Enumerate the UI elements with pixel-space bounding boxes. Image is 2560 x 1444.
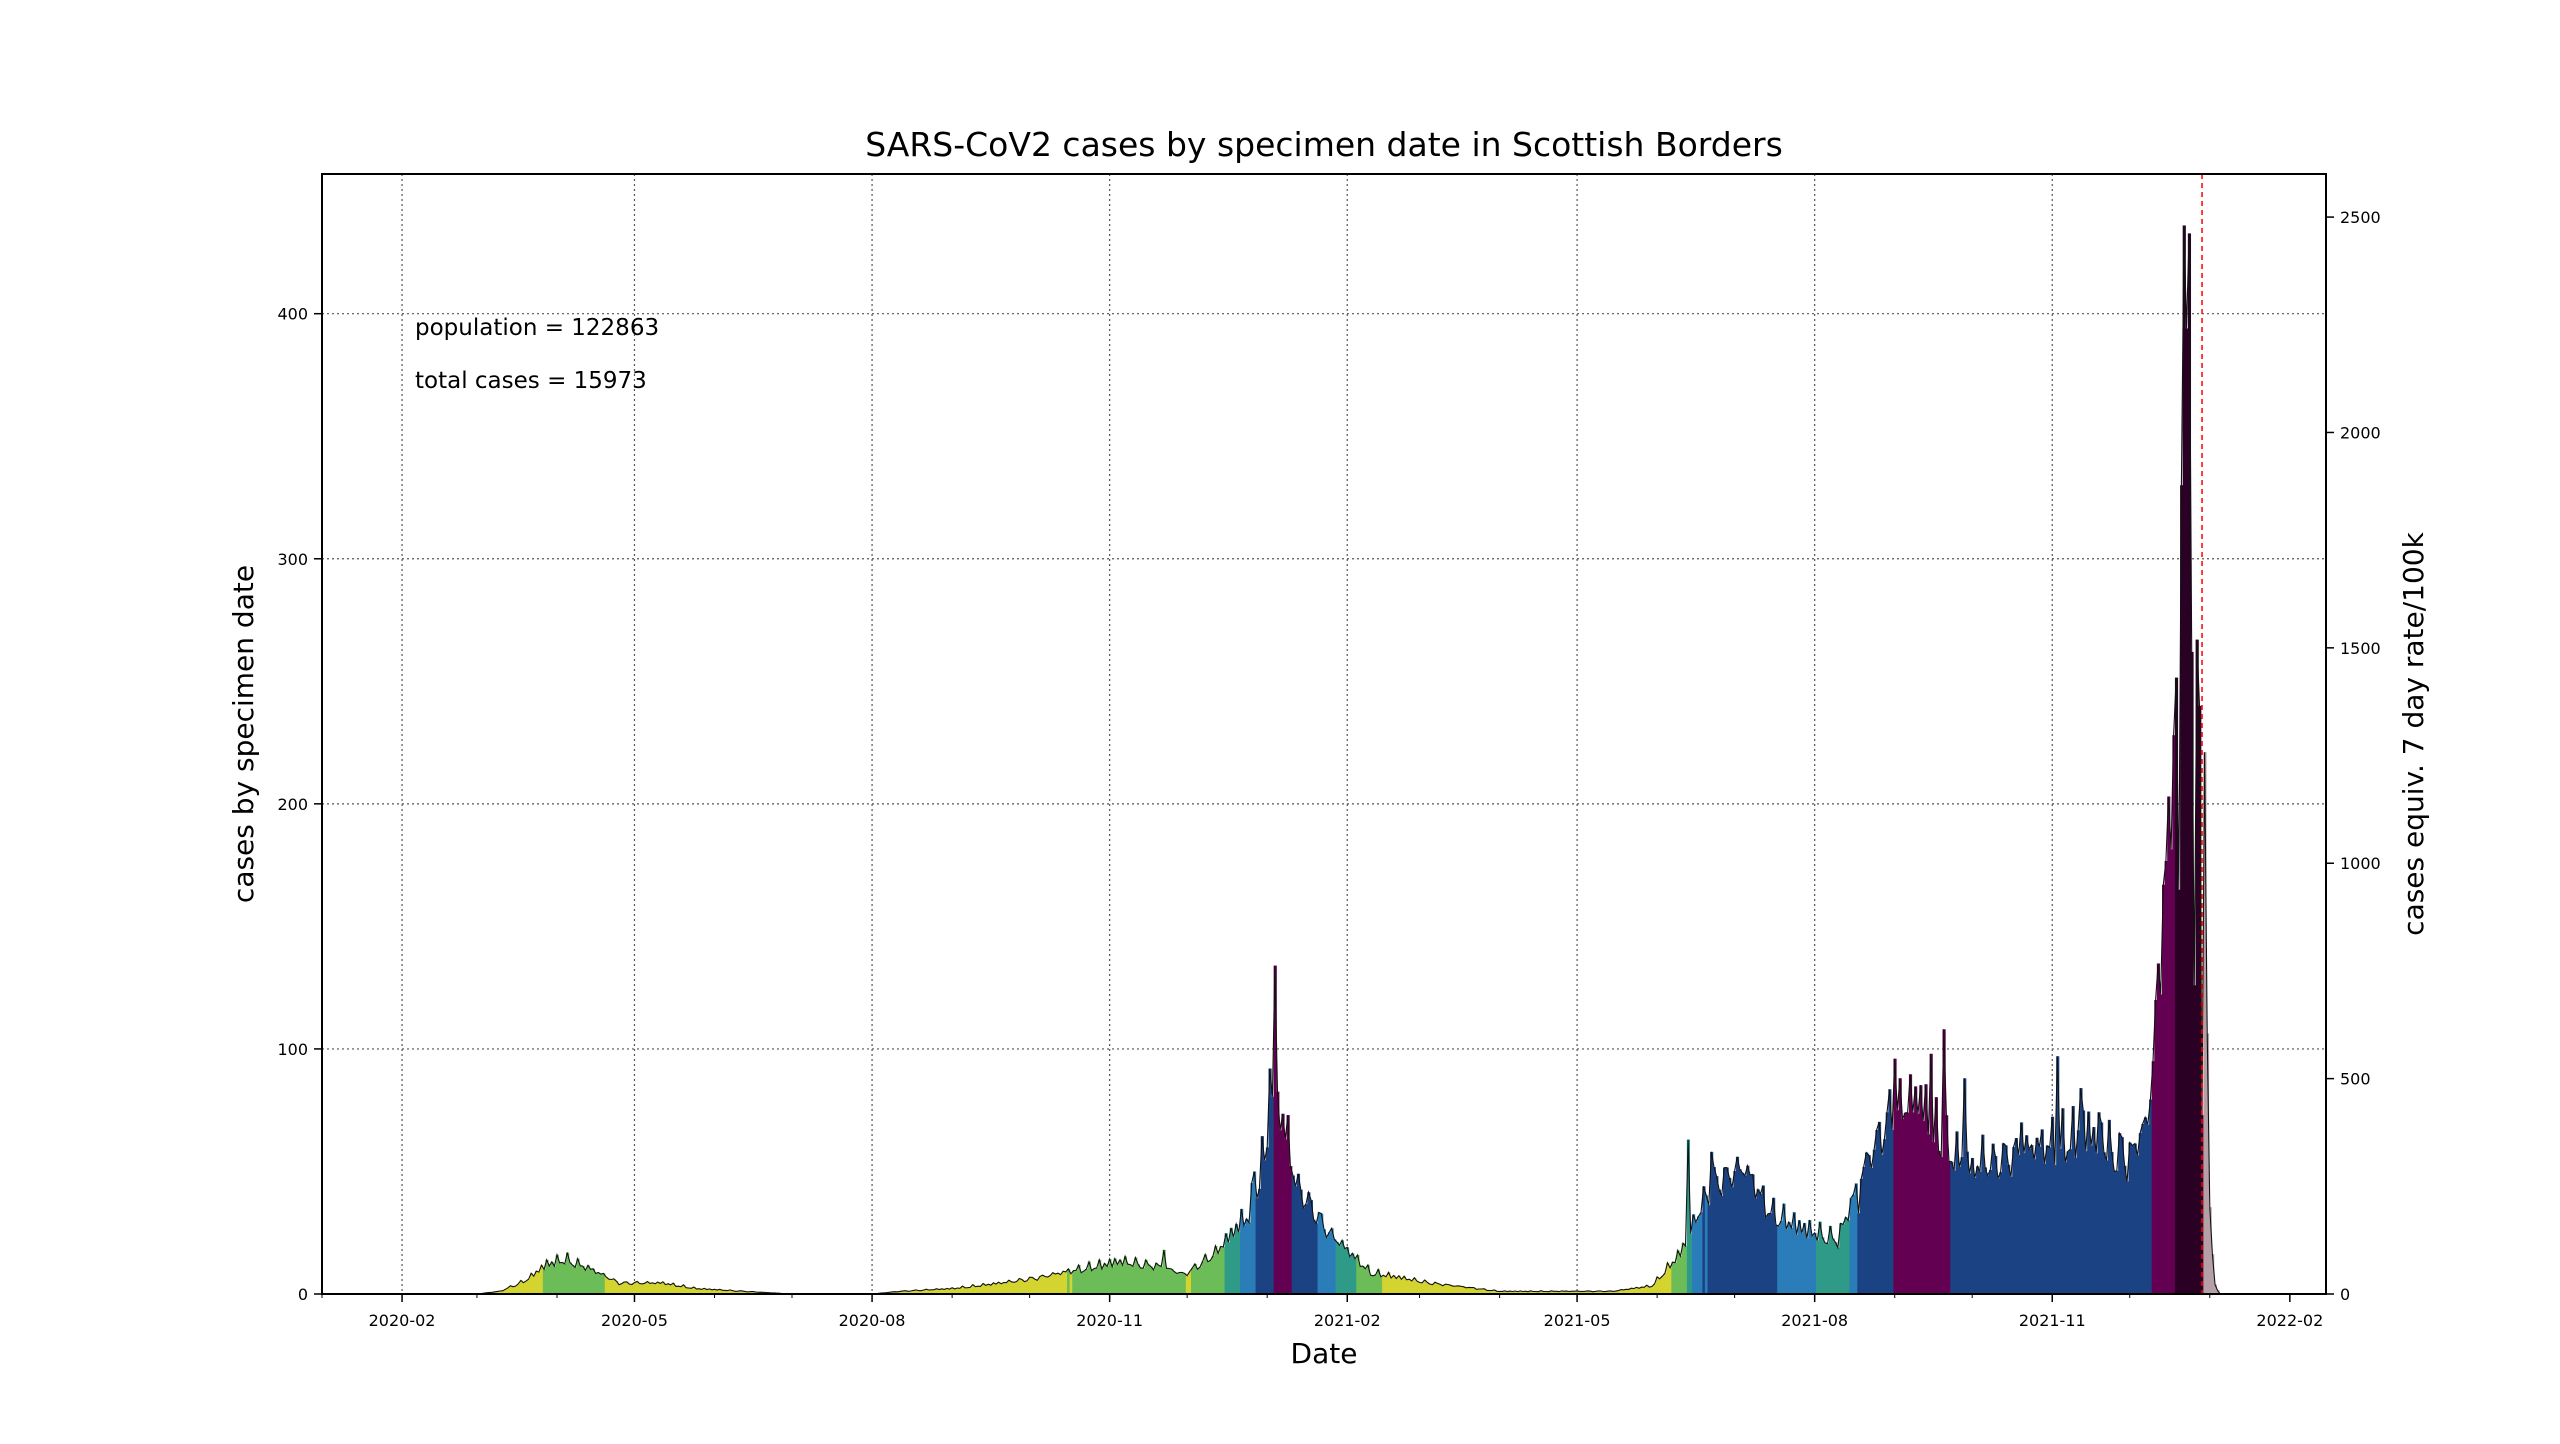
y-tick-label: 100 — [277, 1040, 308, 1059]
y-right-tick-label: 2000 — [2340, 423, 2381, 442]
x-tick-label: 2021-11 — [2019, 1311, 2086, 1330]
x-tick-label: 2021-08 — [1781, 1311, 1848, 1330]
y-right-tick-label: 1500 — [2340, 639, 2381, 658]
grid-layer — [322, 174, 2326, 1294]
x-tick-label: 2020-08 — [839, 1311, 906, 1330]
y-axis-label-right: cases equiv. 7 day rate/100k — [2397, 531, 2430, 935]
y-right-tick-label: 0 — [2340, 1285, 2350, 1304]
y-right-tick-label: 2500 — [2340, 208, 2381, 227]
y-axis-label: cases by specimen date — [227, 565, 260, 903]
y-right-tick-label: 1000 — [2340, 854, 2381, 873]
x-tick-label: 2022-02 — [2256, 1311, 2323, 1330]
total-cases-annotation: total cases = 15973 — [415, 368, 647, 394]
population-annotation: population = 122863 — [415, 315, 659, 341]
chart-title: SARS-CoV2 cases by specimen date in Scot… — [865, 125, 1783, 164]
x-tick-label: 2021-02 — [1314, 1311, 1381, 1330]
x-tick-label: 2020-05 — [601, 1311, 668, 1330]
y-right-tick-label: 500 — [2340, 1070, 2371, 1089]
y-tick-label: 300 — [277, 550, 308, 569]
y-tick-label: 400 — [277, 305, 308, 324]
y-tick-label: 200 — [277, 795, 308, 814]
x-tick-label: 2020-11 — [1076, 1311, 1143, 1330]
x-axis-label: Date — [1291, 1337, 1358, 1370]
y-tick-label: 0 — [298, 1285, 308, 1304]
x-tick-label: 2021-05 — [1544, 1311, 1611, 1330]
x-tick-label: 2020-02 — [369, 1311, 436, 1330]
plot-frame — [322, 174, 2326, 1294]
